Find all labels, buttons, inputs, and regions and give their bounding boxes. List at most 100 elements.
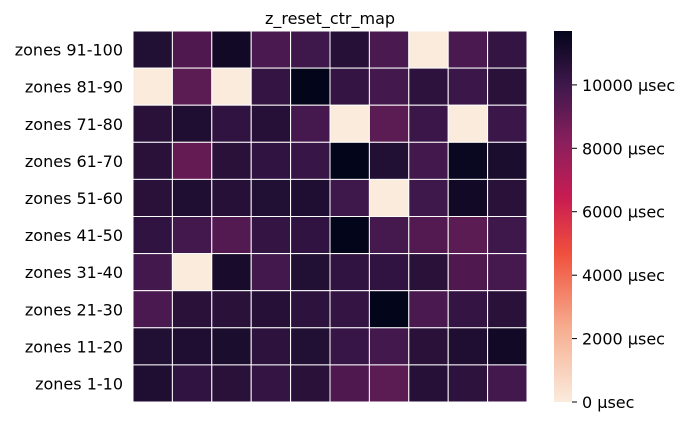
row-tick-label: zones 31-40 (25, 263, 123, 282)
heatmap-cell (171, 141, 213, 180)
heatmap-cell (211, 327, 252, 366)
row-tick-label: zones 1-10 (35, 375, 123, 394)
heatmap-cell (250, 104, 292, 143)
heatmap-cell (250, 30, 292, 69)
heatmap-cell (408, 216, 449, 255)
heatmap-cell (250, 67, 292, 106)
heatmap-cell (408, 290, 449, 329)
heatmap-cell (329, 67, 370, 106)
heatmap-cell (132, 364, 173, 403)
heatmap-cell (408, 141, 449, 180)
heatmap-cell (132, 67, 173, 106)
heatmap-cell (487, 290, 528, 329)
colorbar-tick-label: 4000 µsec (582, 266, 665, 285)
colorbar-tick-label: 2000 µsec (582, 330, 665, 349)
heatmap-cell (132, 104, 173, 143)
row-tick-label: zones 11-20 (25, 337, 123, 356)
heatmap-cell (171, 67, 213, 106)
heatmap-cell (447, 30, 489, 69)
heatmap-cell (487, 67, 528, 106)
heatmap-cell (368, 290, 410, 329)
heatmap-cell (487, 30, 528, 69)
heatmap-cell (211, 104, 252, 143)
heatmap-cell (408, 327, 449, 366)
heatmap-cell (211, 216, 252, 255)
heatmap-cell (368, 216, 410, 255)
heatmap-cell (132, 141, 173, 180)
heatmap-cell (329, 327, 370, 366)
heatmap-cell (290, 290, 331, 329)
row-tick-label: zones 51-60 (25, 189, 123, 208)
heatmap-cell (211, 141, 252, 180)
heatmap-cell (171, 30, 213, 69)
heatmap-cell (329, 178, 370, 217)
heatmap-cell (329, 216, 370, 255)
heatmap-cell (250, 364, 292, 403)
heatmap-cell (211, 67, 252, 106)
heatmap-cell (447, 364, 489, 403)
heatmap-cell (250, 327, 292, 366)
heatmap-cell (368, 67, 410, 106)
heatmap-cell (368, 141, 410, 180)
heatmap-cell (329, 30, 370, 69)
heatmap-cell (290, 141, 331, 180)
row-tick-label: zones 81-90 (25, 78, 123, 97)
heatmap-cell (132, 327, 173, 366)
row-tick-label: zones 71-80 (25, 115, 123, 134)
heatmap-cell (290, 178, 331, 217)
heatmap-cell (171, 327, 213, 366)
heatmap-cell (171, 104, 213, 143)
heatmap-cell (368, 253, 410, 292)
heatmap-cell (447, 327, 489, 366)
heatmap-cell (408, 30, 449, 69)
heatmap-cell (132, 290, 173, 329)
heatmap-cell (408, 104, 449, 143)
colorbar-tick-label: 10000 µsec (582, 76, 675, 95)
heatmap-cell (447, 253, 489, 292)
heatmap-cell (250, 178, 292, 217)
colorbar-tick-label: 8000 µsec (582, 139, 665, 158)
heatmap-cell (447, 67, 489, 106)
heatmap-cell (171, 253, 213, 292)
heatmap-cell (487, 364, 528, 403)
heatmap-cell (408, 364, 449, 403)
row-tick-label: zones 91-100 (15, 41, 123, 60)
heatmap-cell (329, 290, 370, 329)
colorbar-ticks: 0 µsec 2000 µsec 4000 µsec 6000 µsec 8000 µs… (572, 76, 675, 412)
heatmap-cell (290, 104, 331, 143)
heatmap-cell (329, 364, 370, 403)
heatmap-cell (132, 253, 173, 292)
heatmap-cell (329, 253, 370, 292)
heatmap-cell (132, 178, 173, 217)
heatmap-cell (487, 327, 528, 366)
heatmap-cell (171, 364, 213, 403)
heatmap-cell (171, 178, 213, 217)
heatmap-cell (329, 141, 370, 180)
heatmap-cell (408, 253, 449, 292)
heatmap-cell (368, 327, 410, 366)
heatmap-cell (211, 30, 252, 69)
heatmap-cell (447, 290, 489, 329)
heatmap-cell (368, 104, 410, 143)
heatmap-cell (447, 216, 489, 255)
heatmap-cells (132, 30, 528, 403)
heatmap-cell (290, 364, 331, 403)
row-tick-label: zones 61-70 (25, 152, 123, 171)
heatmap-cell (487, 216, 528, 255)
heatmap-cell (290, 327, 331, 366)
heatmap-cell (171, 216, 213, 255)
heatmap-cell (487, 178, 528, 217)
heatmap-cell (368, 30, 410, 69)
colorbar (554, 31, 572, 402)
heatmap-cell (487, 253, 528, 292)
heatmap-cell (408, 178, 449, 217)
colorbar-tick-label: 6000 µsec (582, 203, 665, 222)
heatmap-cell (447, 141, 489, 180)
heatmap-cell (211, 253, 252, 292)
heatmap-cell (368, 178, 410, 217)
heatmap-cell (290, 216, 331, 255)
row-labels: zones 91-100 zones 81-90 zones 71-80 zones … (15, 41, 123, 394)
heatmap-cell (290, 67, 331, 106)
row-tick-label: zones 21-30 (25, 300, 123, 319)
